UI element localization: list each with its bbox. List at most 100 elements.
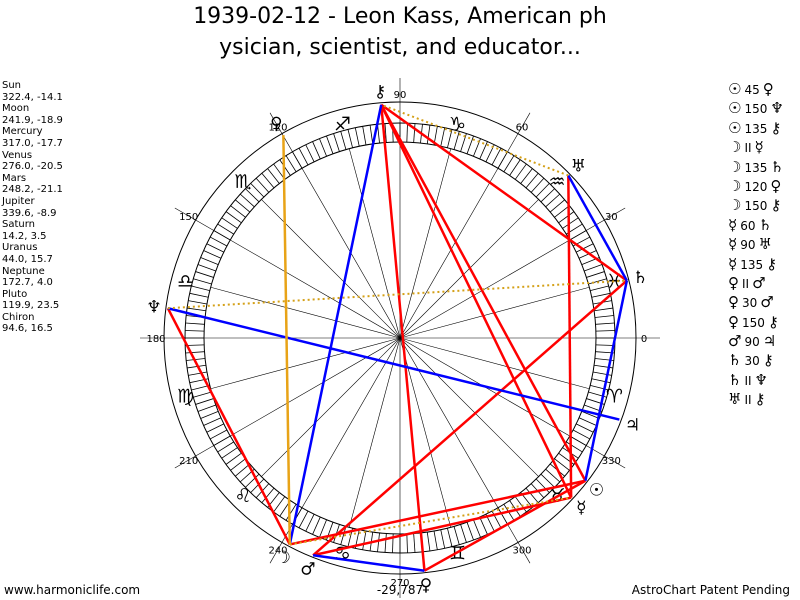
planet-name: Jupiter: [2, 195, 35, 207]
planet-glyph: ☿: [576, 498, 586, 518]
degree-tick: [261, 487, 275, 503]
degree-label: 0: [641, 334, 647, 345]
aspect-row: ♀ II ♂: [728, 274, 800, 293]
degree-tick: [586, 271, 605, 278]
degree-tick: [187, 364, 206, 369]
degree-tick: [235, 199, 251, 213]
degree-tick: [230, 458, 246, 471]
aspect-angle: 30: [742, 296, 758, 311]
degree-tick: [595, 344, 615, 346]
degree-tick: [453, 131, 460, 150]
house-spoke: [348, 337, 401, 528]
degree-tick: [188, 371, 208, 376]
degree-tick: [185, 322, 205, 325]
aspect-planet-2: ♄: [770, 157, 784, 176]
degree-tick: [298, 147, 309, 166]
degree-tick: [225, 211, 242, 224]
degree-tick: [319, 519, 327, 538]
aspect-line: [312, 496, 572, 557]
aspect-planet-1: ☽: [728, 176, 742, 195]
degree-tick: [267, 168, 280, 184]
aspect-planet-2: ♆: [770, 99, 784, 118]
degree-tick: [440, 529, 446, 549]
zodiac-glyph: ♑: [449, 114, 466, 136]
aspect-planet-1: ☉: [728, 80, 742, 98]
degree-tick: [340, 526, 347, 545]
aspect-angle: 120: [744, 179, 768, 194]
degree-tick: [413, 533, 416, 553]
planet-position: 248.2, -21.1: [2, 184, 63, 196]
aspect-planet-2: ♅: [758, 235, 772, 254]
degree-tick: [447, 129, 453, 148]
zodiac-glyph: ♎: [177, 271, 194, 293]
planet-position: 317.0, -17.7: [2, 137, 63, 149]
aspect-planet-2: ⚷: [770, 118, 782, 137]
degree-tick: [250, 183, 265, 198]
house-spoke: [399, 207, 626, 339]
degree-tick: [406, 533, 408, 553]
house-spoke: [399, 337, 626, 469]
aspect-row: ♄ II ♆: [728, 371, 800, 390]
planet-name: Pluto: [2, 288, 28, 300]
footer-website: www.harmoniclife.com: [4, 583, 141, 597]
planet-position: 339.6, -8.9: [2, 207, 57, 219]
aspect-planet-2: ♂: [760, 293, 774, 312]
planet-position: 44.0, 15.7: [2, 253, 53, 265]
degree-tick: [206, 423, 225, 433]
aspect-list: ☉ 45 ♀ ☉ 150 ♆ ☉ 135 ⚷ ☽ II ☿ ☽ 135 ♄ ☽ 120 ♀ ☽ 150 ⚷ ☿ 60 ♄ ☿ 90…: [728, 80, 800, 410]
aspect-angle: 90: [744, 335, 760, 350]
aspect-planet-1: ♀: [728, 273, 739, 292]
degree-tick: [197, 264, 216, 272]
planet-glyph: ♄: [633, 268, 648, 288]
degree-tick: [333, 133, 340, 152]
degree-tick: [509, 159, 521, 176]
degree-tick: [203, 250, 222, 259]
aspect-row: ♀ 30 ♂: [728, 293, 800, 312]
degree-tick: [285, 504, 297, 521]
planet-glyph: ☉: [589, 480, 604, 500]
aspect-planet-2: ⚷: [766, 254, 778, 273]
degree-label: 30: [605, 212, 618, 223]
degree-tick: [377, 532, 380, 552]
aspect-angle: 60: [740, 218, 756, 233]
aspect-angle: 135: [744, 121, 768, 136]
aspect-planet-2: ⚷: [767, 312, 779, 331]
degree-tick: [535, 478, 550, 493]
aspect-angle: 135: [744, 160, 768, 175]
aspect-angle: 135: [740, 257, 764, 272]
degree-label: 210: [179, 456, 198, 467]
aspect-planet-2: ⚷: [770, 196, 782, 215]
house-spoke: [348, 148, 401, 339]
aspect-row: ☽ II ☿: [728, 138, 800, 157]
degree-tick: [549, 199, 565, 213]
bottom-value: -29,787: [377, 583, 423, 597]
aspect-line: [380, 104, 573, 499]
degree-tick: [440, 127, 446, 147]
degree-tick: [245, 473, 260, 488]
degree-tick: [209, 429, 228, 440]
degree-tick: [591, 292, 611, 298]
planet-glyph: ♂: [300, 559, 315, 579]
degree-tick: [466, 522, 474, 541]
degree-tick: [312, 141, 321, 160]
degree-tick: [460, 524, 467, 543]
aspect-line: [288, 104, 383, 545]
aspect-angle: II: [744, 141, 752, 156]
degree-tick: [377, 124, 380, 144]
aspect-line: [567, 175, 573, 498]
degree-tick: [319, 138, 327, 157]
house-spoke: [399, 337, 531, 564]
house-spoke: [210, 286, 401, 339]
degree-tick: [413, 123, 416, 143]
degree-tick: [575, 423, 594, 433]
degree-tick: [509, 500, 521, 517]
degree-labels: 0 30 60 90 120 150 180 210 240 270 300 330: [146, 90, 647, 589]
degree-tick: [433, 530, 438, 550]
degree-tick: [191, 285, 210, 291]
aspect-planet-2: ☿: [754, 138, 764, 157]
planet-position: 276.0, -20.5: [2, 161, 63, 173]
degree-tick: [479, 516, 488, 535]
aspect-planet-1: ♀: [728, 312, 739, 331]
aspect-row: ☉ 135 ⚷: [728, 119, 800, 138]
aspect-row: ☿ 90 ♅: [728, 235, 800, 254]
